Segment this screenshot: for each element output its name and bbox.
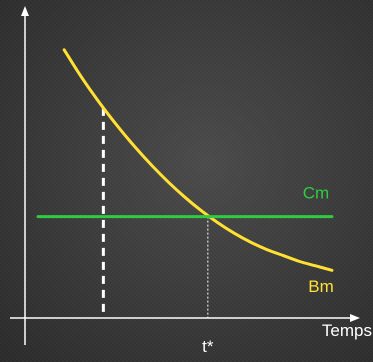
x-axis-arrow bbox=[350, 314, 360, 322]
y-axis-arrow bbox=[21, 6, 29, 16]
series-label-bm: Bm bbox=[308, 277, 334, 296]
x-tick-label: t* bbox=[202, 337, 214, 356]
series-line-bm bbox=[62, 48, 334, 272]
series-group bbox=[36, 48, 334, 272]
labels-group: Bm Cm t* Temps bbox=[202, 184, 372, 356]
series-label-cm: Cm bbox=[303, 184, 329, 203]
axes bbox=[10, 6, 360, 345]
x-axis-label: Temps bbox=[322, 321, 372, 340]
guide-lines bbox=[101, 107, 209, 318]
